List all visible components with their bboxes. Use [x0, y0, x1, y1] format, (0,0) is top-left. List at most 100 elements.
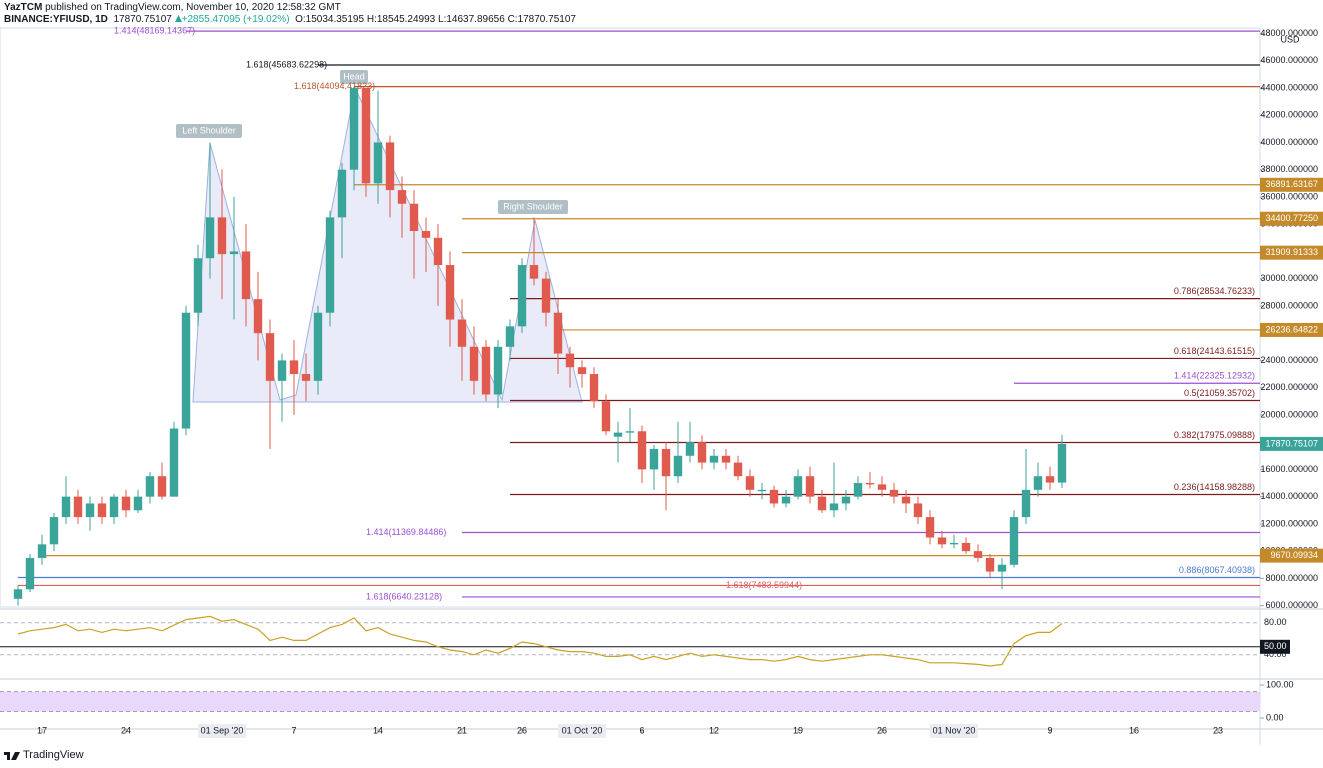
level-price-label: 31909.91333 [1265, 247, 1318, 257]
level-price-label: 36891.63167 [1265, 179, 1318, 189]
candle-body [181, 312, 191, 429]
candle-body [841, 496, 851, 504]
level-label: 1.618(45683.62298) [246, 59, 327, 69]
y-tick-label: 30000.000000 [1260, 273, 1318, 283]
y-tick-label: 20000.000000 [1260, 409, 1318, 419]
candle-body [733, 462, 743, 477]
level-label: 1.618(44094.41823) [294, 81, 375, 91]
y-tick-label: 44000.000000 [1260, 82, 1318, 92]
symbol-line: BINANCE:YFIUSD, 1D 17870.75107 +2855.470… [4, 14, 576, 26]
level-price-box [1260, 211, 1323, 226]
candle-body [661, 448, 671, 477]
y-tick-label: 16000.000000 [1260, 464, 1318, 474]
candle-body [37, 544, 47, 558]
candle-body [253, 299, 263, 334]
candle-body [877, 484, 887, 490]
candle-body [985, 557, 995, 572]
x-tick-label: 01 Nov '20 [933, 725, 976, 735]
symbol: BINANCE:YFIUSD, 1D [4, 14, 108, 25]
candle-body [529, 265, 539, 279]
up-arrow [174, 15, 182, 22]
candle-body [745, 476, 755, 490]
candle-body [109, 496, 119, 518]
candle-body [913, 503, 923, 518]
candle-body [229, 251, 239, 255]
annotation-left: Left Shoulder [176, 124, 242, 138]
y-tick-label: 24000.000000 [1260, 355, 1318, 365]
candle-body [49, 517, 59, 545]
x-tick-highlight [198, 724, 246, 738]
candle-body [997, 564, 1007, 572]
rsi-tick-label: 40.00 [1264, 649, 1287, 659]
candle-body [61, 496, 71, 518]
candle-body [13, 589, 23, 599]
candle-body [265, 333, 275, 381]
candle-body [73, 496, 83, 518]
chart: Left Shoulder Head Right Shoulder USD 60… [0, 26, 1323, 745]
candle-body [505, 326, 515, 347]
x-tick-label: 9 [1047, 725, 1052, 735]
level-price-box [1260, 548, 1323, 563]
candle-body [373, 142, 383, 184]
candle-body [445, 265, 455, 320]
brand-text: TradingView [23, 749, 84, 761]
x-tick-label: 12 [709, 725, 719, 735]
x-tick-label: 21 [457, 725, 467, 735]
level-label: 1.414(11369.84486) [366, 527, 446, 537]
level-price-box [1260, 177, 1323, 192]
candle-body [697, 442, 707, 463]
candle-body [781, 496, 791, 504]
candle-body [205, 217, 215, 259]
candle-body [313, 312, 323, 381]
y-tick-label: 48000.000000 [1260, 28, 1318, 38]
candle-body [973, 551, 983, 558]
candle-body [193, 258, 203, 313]
y-tick-label: 8000.000000 [1265, 573, 1318, 583]
candle-body [25, 557, 35, 590]
level-price-box [1260, 322, 1323, 337]
candle-body [301, 374, 311, 381]
level-label: 0.786(28534.76233) [1174, 286, 1255, 296]
y-tick-label: 40000.000000 [1260, 137, 1318, 147]
candle-body [433, 237, 443, 266]
candle-body [325, 217, 335, 313]
y-tick-label: 46000.000000 [1260, 55, 1318, 65]
y-tick-label: 38000.000000 [1260, 164, 1318, 174]
candle-body [349, 87, 359, 170]
level-label: 1.414(22325.12932) [1174, 371, 1255, 381]
x-tick-label: 24 [121, 725, 131, 735]
candle-body [277, 360, 287, 381]
candle-body [337, 169, 347, 218]
level-label: 0.618(24143.61515) [1174, 346, 1255, 356]
candle-body [1021, 489, 1031, 518]
o-label: O: [295, 14, 306, 25]
candle-body [553, 312, 563, 354]
candle-body [1045, 476, 1055, 483]
stoch-tick-label: 100.00 [1266, 679, 1294, 689]
x-tick-label: 01 Oct '20 [562, 725, 603, 735]
candle-body [853, 483, 863, 497]
candle-body [217, 217, 227, 255]
candle-body [925, 517, 935, 538]
level-label: 1.618(6640.23128) [366, 591, 442, 601]
x-tick-label: 17 [37, 725, 47, 735]
unit-label: USD [1280, 34, 1300, 44]
y-tick-label: 28000.000000 [1260, 300, 1318, 310]
h-value: 18545.24993 [376, 14, 436, 25]
x-tick-label: 26 [877, 725, 887, 735]
x-tick-label: 7 [291, 725, 296, 735]
rsi-tick-label: 80.00 [1264, 617, 1287, 627]
candle-body [757, 489, 767, 492]
stoch-tick-label: 0.00 [1266, 712, 1284, 722]
candle-body [157, 476, 167, 497]
candle-body [805, 476, 815, 497]
level-price-label: 26236.64822 [1265, 324, 1318, 334]
change: +2855.47095 (+19.02%) [181, 14, 290, 25]
candle-body [769, 489, 779, 504]
candle-body [625, 431, 635, 433]
candle-body [541, 278, 551, 313]
y-tick-label: 36000.000000 [1260, 191, 1318, 201]
brand: TradingView [4, 749, 84, 761]
candle-body [721, 455, 731, 463]
